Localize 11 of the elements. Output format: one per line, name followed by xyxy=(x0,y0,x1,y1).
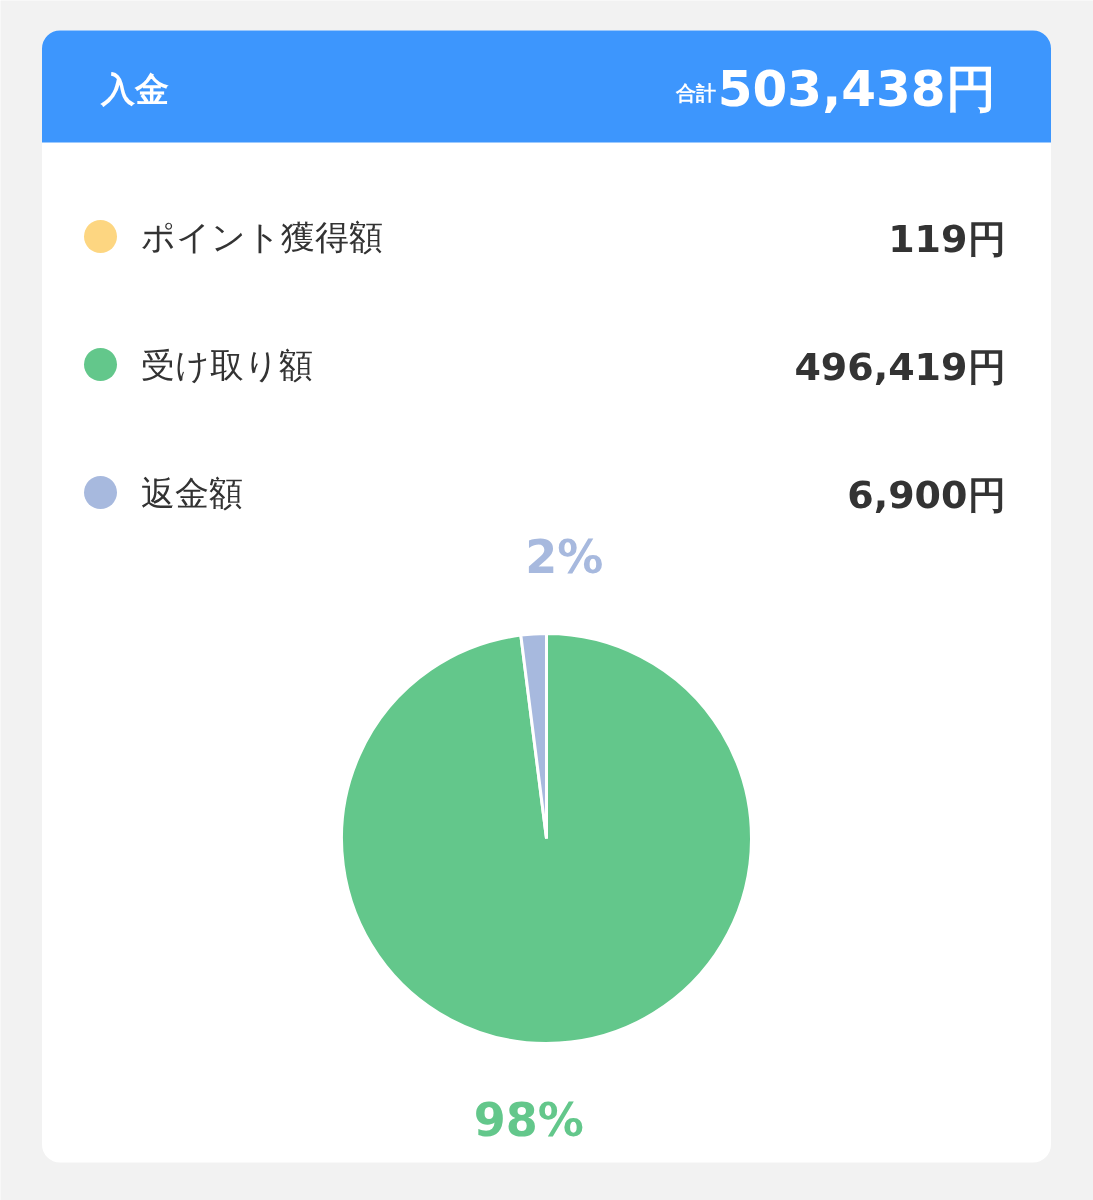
data-label: 2% xyxy=(525,530,604,585)
data-label: 98% xyxy=(473,1092,584,1147)
text: 合計 xyxy=(674,80,716,105)
chart-title: 入金 xyxy=(99,68,169,109)
text: 6,900円 xyxy=(847,472,1006,517)
text: 119円 xyxy=(888,216,1006,261)
text: 496,419円 xyxy=(794,344,1006,389)
legend-label: 返金額 xyxy=(140,472,243,513)
legend-label: ポイント獲得額 xyxy=(140,216,383,257)
text: 503,438円 xyxy=(717,59,996,118)
legend-label: 受け取り額 xyxy=(140,344,313,385)
